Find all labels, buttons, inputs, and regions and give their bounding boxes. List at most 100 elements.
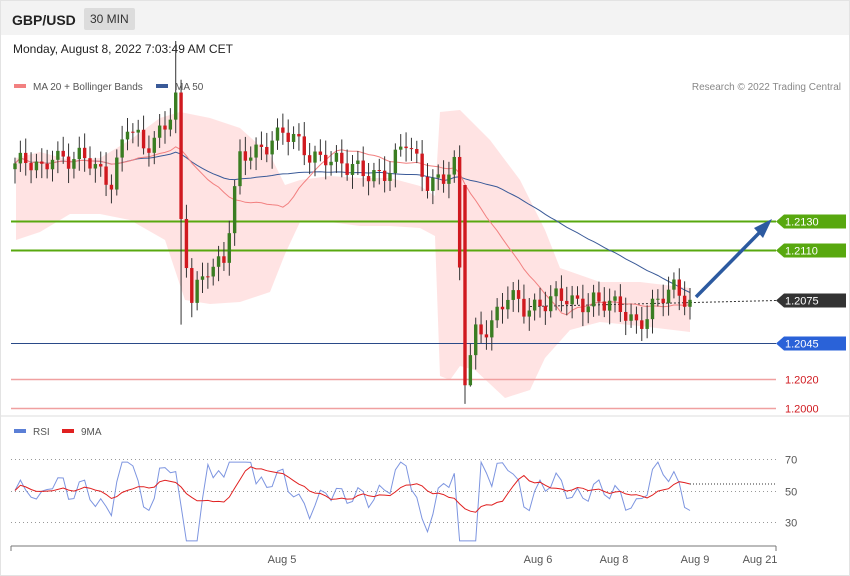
rsi-level-label-70: 70: [785, 455, 797, 467]
legend-9ma: 9MA: [81, 427, 102, 438]
candle-body: [99, 164, 103, 167]
candle-48: [270, 131, 274, 169]
candle-body: [45, 163, 49, 170]
candle-66: [366, 163, 371, 196]
pivot-label: 1.2045: [785, 339, 819, 351]
x-axis: Aug 5 Aug 6 Aug 8 Aug 9 Aug 21: [10, 545, 777, 566]
support-label-5: 1.2000: [785, 404, 819, 416]
candle-27: [157, 114, 162, 148]
current-price-label: 1.2075: [785, 296, 819, 308]
candle-63: [350, 154, 355, 189]
candle-93: [511, 282, 515, 312]
candle-15: [93, 157, 98, 183]
candle-11: [72, 151, 76, 179]
candle-72: [399, 134, 403, 157]
resistance-label-bg-0: [776, 214, 846, 229]
candle-40: [227, 220, 231, 276]
main-legend: MA 20 + Bollinger Bands MA 50: [14, 82, 204, 93]
x-tick-label-2: Aug 8: [600, 554, 629, 566]
candle-22: [131, 123, 135, 144]
candle-body: [618, 296, 623, 312]
candle-18: [109, 174, 114, 204]
candle-13: [82, 133, 87, 172]
candle-114: [624, 297, 628, 336]
candle-body: [184, 218, 189, 269]
candle-body: [157, 125, 162, 138]
resistance-label-bg-1: [776, 243, 846, 258]
candle-112: [613, 290, 617, 313]
timeframe-badge[interactable]: 30 MIN: [84, 8, 135, 30]
candle-115: [629, 303, 633, 328]
candle-body: [141, 129, 146, 149]
candle-body: [677, 279, 681, 296]
candle-body: [313, 151, 317, 163]
candle-76: [420, 140, 424, 192]
candle-97: [532, 293, 537, 321]
rsi-level-label-50: 50: [785, 487, 797, 499]
candle-body: [281, 127, 285, 133]
candle-120: [656, 289, 660, 307]
rsi-lines: [14, 460, 776, 542]
candle-body: [340, 152, 344, 164]
candle-95: [522, 284, 526, 324]
legend-swatch-ma50: [156, 84, 168, 88]
support-label-4: 1.2020: [785, 375, 819, 387]
candle-73: [404, 132, 408, 162]
price-levels: [11, 220, 777, 410]
candle-body: [254, 144, 258, 158]
candle-24: [141, 115, 146, 155]
candle-body: [179, 92, 183, 219]
candle-body: [688, 299, 692, 307]
candle-34: [195, 271, 199, 311]
rsi-grid: 70 50 30: [11, 455, 797, 530]
candle-body: [543, 306, 548, 312]
candle-body: [656, 298, 660, 300]
candle-body: [77, 147, 81, 160]
candle-body: [136, 129, 140, 133]
candle-103: [565, 286, 569, 316]
resistance-label-1: 1.2110: [785, 246, 818, 258]
candle-10: [66, 143, 71, 184]
candle-110: [602, 287, 606, 318]
candle-94: [516, 279, 521, 313]
candle-body: [388, 173, 392, 181]
candle-body: [345, 163, 349, 175]
legend-rsi: RSI: [33, 427, 50, 438]
candle-body: [104, 166, 108, 185]
candle-64: [356, 150, 360, 175]
candle-125: [682, 281, 687, 316]
candle-body: [409, 148, 414, 150]
chart-header: GBP/USD 30 MIN: [1, 1, 849, 35]
candle-body: [393, 149, 398, 174]
candle-124: [677, 268, 681, 311]
legend-swatch-ma20: [14, 84, 26, 88]
forecast-arrow-shaft: [694, 226, 766, 299]
candle-body: [634, 314, 639, 321]
candle-26: [152, 131, 156, 165]
rsi-line: [14, 460, 691, 542]
candle-body: [645, 319, 649, 329]
candle-21: [125, 117, 130, 151]
candle-body: [34, 161, 39, 171]
candle-83: [457, 145, 462, 281]
candle-36: [206, 262, 210, 289]
candle-84: [463, 185, 467, 404]
candle-69: [382, 156, 387, 193]
candle-86: [474, 317, 478, 370]
x-tick-label-3: Aug 9: [681, 554, 710, 566]
candle-body: [286, 132, 290, 142]
candle-52: [291, 126, 296, 150]
candle-body: [538, 299, 542, 307]
candle-51: [286, 119, 290, 156]
candle-121: [661, 284, 665, 317]
forecast-arrow: [694, 219, 772, 299]
candle-body: [120, 139, 124, 158]
x-tick-label-0: Aug 5: [268, 554, 297, 566]
candle-body: [56, 150, 60, 160]
candle-body: [334, 152, 339, 162]
candle-body: [40, 161, 44, 164]
candle-body: [591, 292, 596, 307]
candle-body: [82, 147, 87, 159]
candle-111: [607, 288, 612, 325]
candle-body: [650, 298, 655, 320]
